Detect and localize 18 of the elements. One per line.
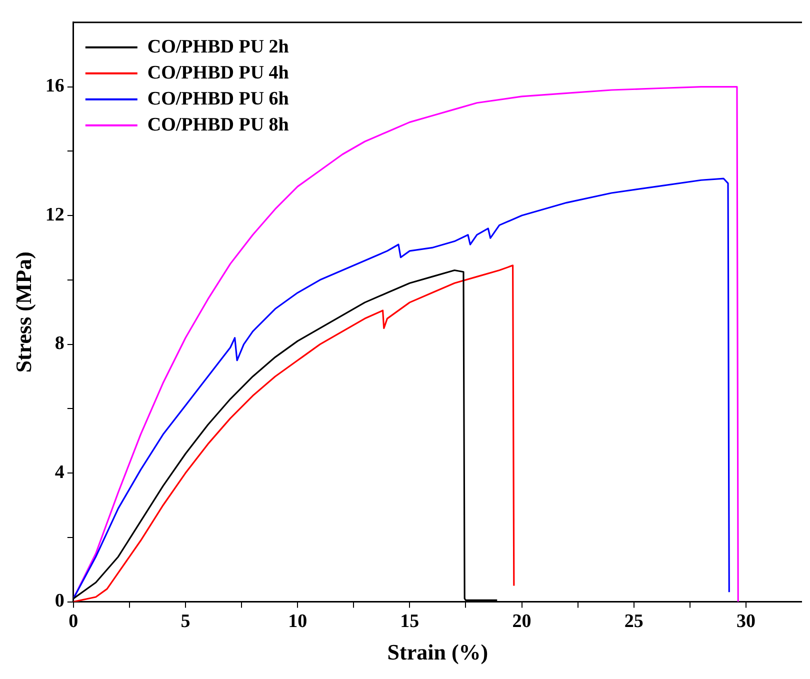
legend-label: CO/PHBD PU 6h — [147, 88, 290, 110]
x-tick-label: 30 — [736, 611, 756, 632]
x-tick-label: 0 — [68, 611, 78, 632]
x-tick-label: 5 — [180, 611, 190, 632]
y-tick-label: 12 — [45, 204, 64, 226]
x-tick-label: 25 — [624, 611, 644, 632]
y-tick-label: 4 — [54, 462, 65, 483]
y-tick-label: 8 — [54, 333, 64, 354]
y-axis-title: Stress (MPa) — [10, 252, 36, 373]
x-axis-title: Strain (%) — [387, 639, 488, 664]
x-tick-label: 20 — [512, 611, 532, 632]
legend-label: CO/PHBD PU 4h — [147, 62, 290, 84]
y-tick-label: 0 — [54, 590, 64, 612]
x-tick-label: 10 — [288, 611, 308, 632]
x-tick-label: 15 — [400, 611, 420, 632]
legend-label: CO/PHBD PU 8h — [147, 114, 290, 136]
legend-label: CO/PHBD PU 2h — [147, 36, 290, 58]
y-tick-label: 16 — [45, 76, 64, 97]
